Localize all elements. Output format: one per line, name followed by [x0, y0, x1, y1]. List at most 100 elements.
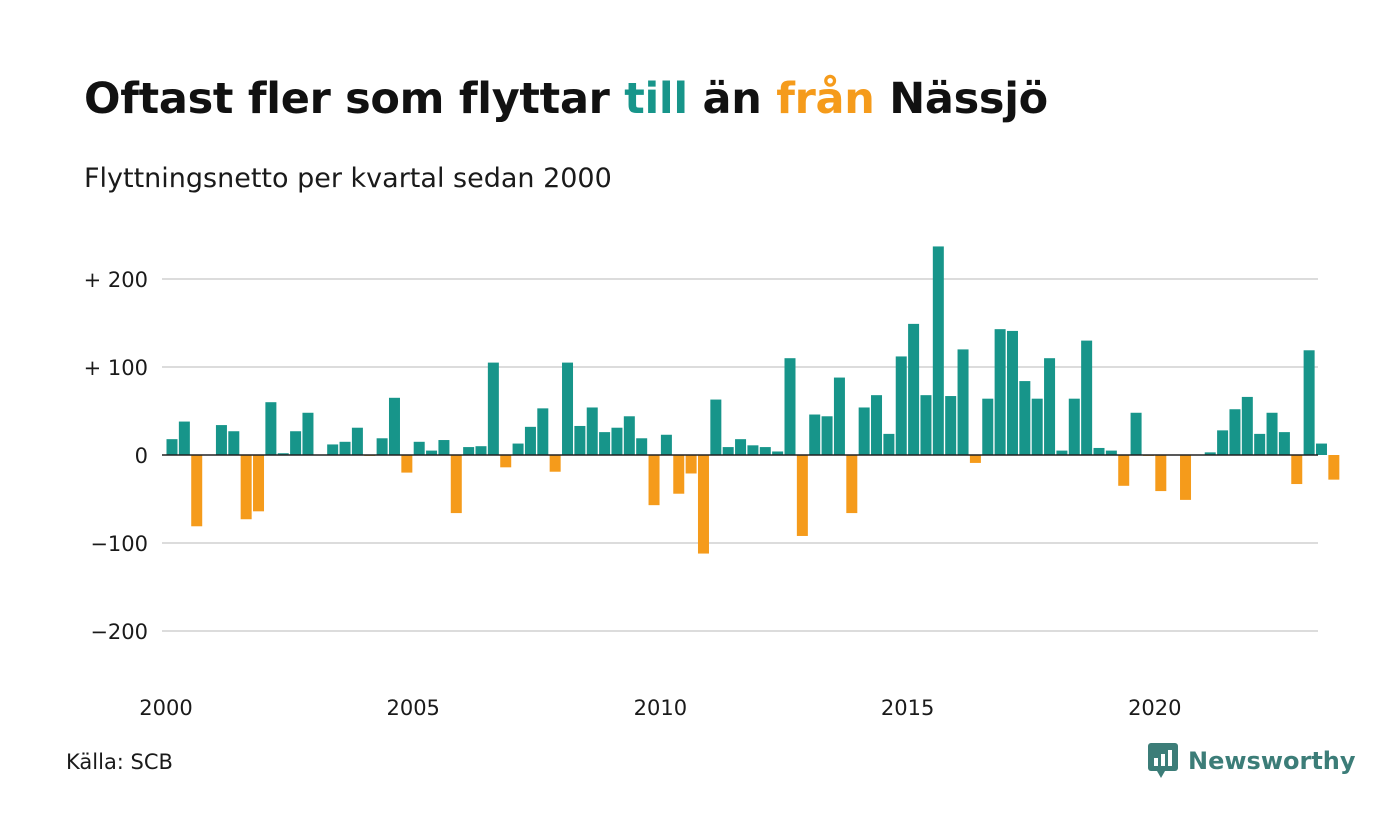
bar-43 [697, 455, 709, 554]
bar-5 [228, 431, 240, 455]
bar-71 [1044, 358, 1056, 455]
bar-30 [537, 408, 549, 455]
bar-33 [574, 425, 586, 455]
bar-42 [685, 455, 697, 474]
bar-41 [673, 455, 685, 494]
bar-22 [438, 440, 450, 455]
bar-61 [920, 395, 932, 455]
bar-60 [908, 323, 920, 455]
bar-77 [1118, 455, 1130, 486]
bar-11 [302, 412, 314, 455]
bar-69 [1019, 381, 1031, 455]
bar-74 [1081, 340, 1093, 455]
bar-27 [500, 455, 512, 468]
bar-31 [549, 455, 561, 472]
brand-logo: Newsworthy [1148, 743, 1356, 779]
bar-55 [846, 455, 858, 514]
bar-86 [1229, 409, 1241, 455]
title-part-3: Nässjö [874, 74, 1048, 124]
bar-92 [1303, 350, 1315, 455]
bar-21 [426, 450, 438, 455]
title-part-2: än [687, 74, 777, 124]
title-word-till: till [624, 74, 688, 124]
x-axis-labels: 2000 2005 2010 2015 2020 [139, 696, 1181, 720]
bar-15 [351, 427, 363, 455]
x-tick-label-2010: 2010 [634, 696, 687, 720]
grid-lines [162, 278, 1318, 632]
bar-72 [1056, 450, 1068, 455]
y-tick-label-0: + 200 [84, 268, 148, 292]
y-tick-label-2: 0 [135, 444, 148, 468]
bar-7 [253, 455, 265, 512]
bar-17 [376, 438, 388, 455]
bar-25 [475, 446, 487, 455]
x-tick-label-2005: 2005 [386, 696, 439, 720]
bar-6 [240, 455, 252, 520]
bar-75 [1093, 447, 1105, 455]
bar-20 [413, 441, 425, 455]
bar-8 [265, 402, 277, 455]
bar-66 [982, 398, 994, 455]
bar-9 [277, 453, 289, 455]
bar-32 [562, 362, 574, 455]
bar-10 [290, 431, 302, 455]
bar-45 [722, 447, 734, 455]
bar-26 [487, 362, 499, 455]
bar-47 [747, 445, 759, 455]
bar-62 [932, 246, 944, 455]
bar-65 [969, 455, 981, 463]
bar-94 [1328, 455, 1340, 480]
bar-14 [339, 441, 351, 455]
bar-51 [796, 455, 808, 536]
bar-23 [450, 455, 462, 514]
title-part-1: Oftast fler som flyttar [84, 74, 625, 124]
bar-53 [821, 416, 833, 455]
bar-56 [858, 407, 870, 455]
y-tick-label-3: −100 [90, 532, 148, 556]
bar-34 [586, 407, 598, 455]
bar-4 [215, 425, 227, 455]
title-word-fran: från [776, 74, 875, 124]
bar-82 [1180, 455, 1192, 500]
bar-57 [871, 395, 883, 455]
bar-35 [599, 432, 611, 455]
bar-1 [178, 421, 190, 455]
bar-87 [1241, 396, 1253, 455]
bar-67 [994, 329, 1006, 455]
bar-68 [1006, 330, 1018, 455]
bar-39 [648, 455, 660, 506]
bar-52 [809, 414, 821, 455]
bar-28 [512, 443, 524, 455]
bar-29 [524, 426, 536, 455]
chart-title: Oftast fler som flyttar till än från Näs… [84, 74, 1048, 124]
bar-36 [611, 427, 623, 455]
bar-50 [784, 358, 796, 455]
bar-0 [166, 439, 178, 455]
bar-49 [772, 451, 784, 455]
bar-2 [191, 455, 203, 527]
x-tick-label-2015: 2015 [881, 696, 934, 720]
bar-76 [1105, 450, 1117, 455]
y-tick-label-4: −200 [90, 620, 148, 644]
y-tick-label-1: + 100 [84, 356, 148, 380]
bar-90 [1278, 432, 1290, 455]
x-tick-label-2000: 2000 [139, 696, 192, 720]
bar-93 [1315, 443, 1327, 455]
brand-name: Newsworthy [1188, 747, 1356, 775]
bar-88 [1254, 433, 1266, 455]
bar-48 [759, 447, 771, 455]
bar-78 [1130, 412, 1142, 455]
bars [166, 246, 1340, 554]
bar-91 [1291, 455, 1303, 485]
bar-chart: + 200 + 100 0 −100 −200 2000 2005 2010 2015 2020 [84, 246, 1340, 720]
bar-38 [636, 438, 648, 455]
bar-46 [735, 439, 747, 455]
bar-63 [945, 396, 957, 455]
bar-40 [660, 434, 672, 455]
bar-58 [883, 433, 895, 455]
bar-89 [1266, 412, 1278, 455]
source-note: Källa: SCB [66, 750, 173, 774]
y-axis-labels: + 200 + 100 0 −100 −200 [84, 268, 148, 644]
bar-24 [463, 447, 475, 455]
bar-84 [1204, 452, 1216, 455]
